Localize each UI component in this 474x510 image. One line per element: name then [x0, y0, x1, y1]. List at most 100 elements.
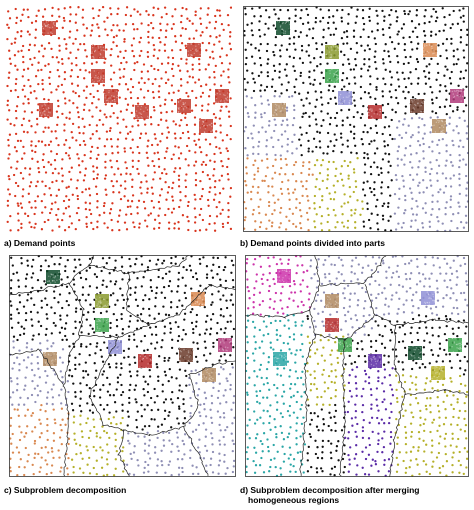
demand-point [230, 362, 234, 366]
demand-point [121, 409, 124, 412]
cluster-point [417, 102, 419, 104]
cluster-point [96, 326, 99, 328]
cluster-point [141, 359, 144, 361]
demand-point [140, 192, 143, 195]
demand-point [136, 314, 139, 317]
demand-point [364, 373, 368, 376]
demand-point [63, 71, 67, 74]
demand-point [199, 17, 202, 20]
demand-point [158, 207, 161, 210]
demand-point [345, 30, 349, 33]
demand-point [280, 123, 283, 126]
demand-point [37, 167, 40, 170]
demand-point [180, 42, 184, 45]
demand-point [180, 14, 183, 18]
cluster-fill [199, 119, 213, 133]
cluster-point [189, 55, 192, 58]
demand-point [109, 137, 113, 141]
demand-point [117, 167, 120, 170]
demand-point [61, 26, 64, 29]
cluster-point [141, 353, 143, 356]
demand-point [430, 349, 433, 352]
demand-point [353, 99, 356, 102]
demand-point [10, 279, 13, 282]
demand-point [44, 369, 47, 373]
demand-point [302, 416, 305, 419]
demand-point [276, 373, 279, 376]
demand-point [253, 471, 257, 474]
demand-point [216, 338, 219, 342]
demand-point [120, 362, 123, 365]
cluster-point [210, 376, 212, 378]
demand-point [146, 50, 149, 54]
demand-point [158, 355, 161, 358]
demand-point [398, 133, 401, 137]
demand-point [288, 219, 291, 222]
demand-point [272, 145, 275, 149]
demand-point [416, 402, 420, 405]
demand-point [456, 353, 459, 356]
demand-point [86, 417, 90, 420]
demand-point [213, 27, 217, 30]
demand-point [133, 28, 136, 31]
demand-point [403, 333, 407, 336]
demand-point [228, 42, 231, 45]
demand-point [251, 213, 255, 216]
demand-point [80, 331, 83, 334]
demand-point [245, 172, 248, 175]
demand-point [229, 299, 232, 302]
demand-point [139, 88, 143, 91]
demand-point [244, 180, 247, 183]
cluster-point [281, 28, 283, 30]
demand-point [286, 435, 289, 439]
demand-point [138, 41, 141, 44]
demand-point [115, 388, 118, 391]
demand-point [424, 277, 427, 280]
cluster-point [440, 131, 442, 134]
dense-cluster [214, 89, 229, 104]
demand-point [354, 416, 357, 419]
demand-point [105, 458, 109, 461]
demand-point [81, 16, 84, 19]
demand-point [341, 119, 344, 122]
cluster-point [56, 364, 58, 366]
demand-point [17, 219, 20, 222]
demand-point [398, 297, 401, 300]
demand-point [142, 387, 145, 391]
demand-point [55, 213, 58, 217]
cluster-point [45, 25, 47, 27]
demand-point [101, 123, 105, 126]
demand-point [77, 164, 81, 167]
cluster-point [108, 302, 110, 305]
demand-point [380, 418, 383, 421]
cluster-point [41, 31, 43, 34]
demand-point [410, 430, 414, 434]
demand-point [466, 181, 469, 184]
demand-point [62, 199, 66, 203]
demand-point [344, 436, 347, 439]
demand-point [458, 205, 461, 208]
demand-point [109, 326, 112, 330]
demand-point [154, 77, 157, 81]
demand-point [291, 152, 294, 155]
demand-point [450, 161, 453, 164]
demand-point [212, 341, 215, 345]
demand-point [394, 173, 398, 177]
cluster-fill [325, 45, 339, 59]
demand-point [363, 194, 367, 197]
demand-point [91, 102, 94, 105]
demand-point [80, 342, 83, 346]
demand-point [39, 269, 43, 272]
demand-point [194, 10, 197, 13]
demand-point [243, 218, 246, 222]
demand-point [184, 158, 187, 161]
demand-point [398, 283, 401, 287]
demand-point [200, 195, 204, 198]
demand-point [31, 324, 34, 327]
demand-point [159, 177, 162, 180]
cluster-point [113, 340, 116, 343]
demand-point [305, 179, 308, 183]
demand-point [384, 68, 387, 71]
demand-point [408, 466, 411, 469]
demand-point [76, 197, 80, 201]
